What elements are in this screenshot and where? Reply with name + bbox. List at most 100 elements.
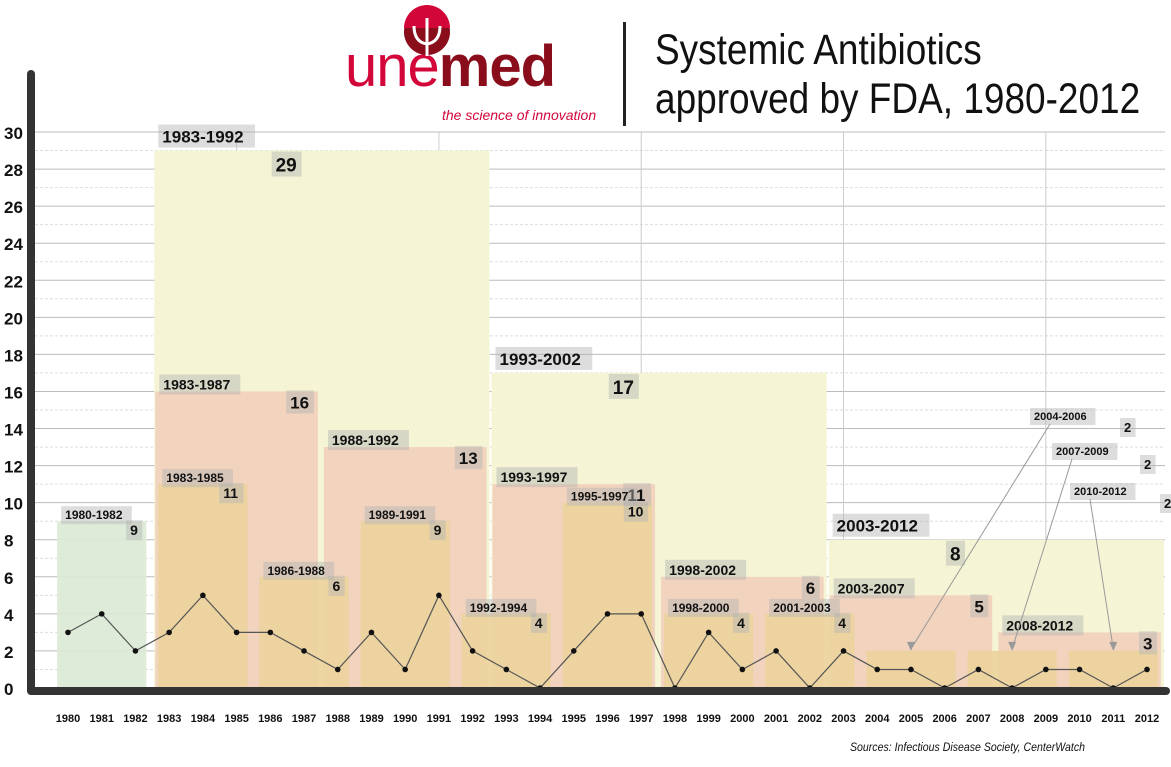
x-tick-label: 1994: [528, 713, 553, 725]
period-label-bg: [668, 598, 739, 617]
period-label: 1998-2002: [665, 559, 747, 580]
period-value: 2: [1120, 418, 1136, 437]
x-tick-label: 1990: [393, 713, 417, 725]
period-value-bg: [126, 520, 143, 541]
period-value: 4: [530, 612, 547, 633]
period-value-text: 2: [1144, 457, 1151, 472]
x-tick-label: 1998: [663, 713, 687, 725]
y-tick-label: 8: [4, 532, 13, 551]
callout-arrowhead: [1109, 641, 1118, 651]
callout-arrowhead: [906, 641, 915, 651]
x-tick-label: 1980: [56, 713, 80, 725]
x-tick-label: 2002: [798, 713, 822, 725]
period-label-text: 1993-1997: [500, 469, 567, 485]
period-label-bg: [566, 487, 638, 506]
period-value-bg: [733, 612, 750, 633]
period-value-text: 29: [276, 156, 297, 177]
period-value: 11: [623, 483, 652, 507]
period-label-text: 1988-1992: [332, 432, 399, 448]
y-tick-label: 28: [4, 161, 23, 180]
period-value: 9: [126, 520, 143, 541]
period-value-bg: [623, 501, 649, 522]
x-tick-label: 2003: [831, 713, 855, 725]
period-label-text: 2010-2012: [1074, 486, 1127, 498]
y-tick-label: 2: [4, 643, 13, 662]
period-label-bg: [158, 124, 256, 148]
period-label-bg: [61, 506, 132, 525]
period-value-text: 13: [459, 449, 478, 468]
data-point-1983: [166, 629, 172, 636]
data-point-1999: [705, 629, 712, 636]
data-point-2000: [739, 666, 746, 673]
period-label-text: 1992-1994: [470, 601, 528, 615]
data-point-1992: [469, 648, 476, 654]
period-label: 2008-2012: [1002, 615, 1084, 636]
period-label: 1989-1991: [364, 506, 436, 525]
x-tick-label: 2011: [1101, 713, 1125, 725]
y-tick-label: 20: [4, 309, 23, 328]
title-line-1: Systemic Antibiotics: [655, 26, 982, 74]
period-label: 2001-2003: [769, 598, 840, 617]
period-bar-1986-1988: [259, 576, 349, 688]
period-value-bg: [454, 446, 483, 470]
period-bar-2001-2003: [765, 613, 855, 688]
x-tick-label: 1993: [494, 713, 518, 725]
period-bar-2007-2009: [967, 650, 1057, 688]
period-value-text: 4: [838, 615, 846, 631]
period-value-text: 4: [737, 615, 745, 631]
x-tick-label: 1987: [292, 713, 316, 725]
data-point-1987: [301, 648, 307, 654]
period-value-bg: [945, 540, 966, 566]
period-value-bg: [1160, 494, 1171, 513]
x-tick-label: 2010: [1067, 713, 1091, 725]
y-tick-label: 6: [4, 569, 13, 588]
period-label-bg: [495, 346, 593, 370]
x-tick-label: 2007: [966, 713, 990, 725]
period-value-text: 2: [1164, 496, 1171, 511]
period-value: 3: [1138, 631, 1157, 655]
period-value-text: 9: [130, 522, 138, 538]
period-label-bg: [327, 430, 409, 451]
x-tick-label: 1985: [224, 713, 248, 725]
source-note: Sources: Infectious Disease Society, Cen…: [850, 740, 1085, 754]
period-value-bg: [623, 483, 652, 507]
period-label-text: 1983-1987: [163, 376, 230, 392]
period-label-text: 2001-2003: [773, 601, 831, 615]
x-tick-label: 1997: [629, 713, 653, 725]
data-point-2010: [1076, 666, 1083, 673]
period-value-text: 17: [613, 378, 634, 399]
callout-arrowhead: [1008, 641, 1017, 651]
period-label: 1993-2002: [495, 346, 593, 370]
x-tick-label: 2008: [1000, 713, 1024, 725]
period-label: 1980-1982: [61, 506, 132, 525]
period-value: 6: [328, 575, 345, 596]
data-point-1988: [334, 666, 341, 673]
period-label: 2007-2009: [1052, 443, 1118, 460]
logo-text-med: med: [438, 34, 556, 99]
x-tick-label: 2009: [1034, 713, 1058, 725]
x-tick-label: 1982: [123, 713, 147, 725]
data-point-1982: [132, 648, 139, 654]
period-value-text: 8: [950, 545, 961, 566]
x-tick-label: 1995: [562, 713, 586, 725]
data-point-2009: [1043, 666, 1049, 673]
data-point-1984: [200, 592, 206, 599]
x-tick-label: 1988: [326, 713, 350, 725]
data-point-1981: [98, 611, 105, 617]
period-bar-1980-1982: [57, 521, 147, 688]
period-value: 4: [834, 612, 851, 633]
period-label-bg: [465, 598, 537, 617]
x-tick-label: 1983: [157, 713, 181, 725]
period-value-text: 11: [223, 485, 238, 501]
logo-tagline: the science of innovation: [442, 107, 597, 123]
period-value: 13: [454, 446, 483, 470]
period-value-bg: [970, 594, 989, 618]
period-value-text: 3: [1143, 634, 1152, 653]
data-point-1986: [267, 629, 274, 636]
header-divider: [623, 22, 626, 126]
data-point-1985: [233, 629, 240, 636]
period-label: 2004-2006: [1030, 408, 1096, 425]
period-label: 1998-2000: [668, 598, 739, 617]
period-label-text: 2007-2009: [1056, 446, 1109, 458]
